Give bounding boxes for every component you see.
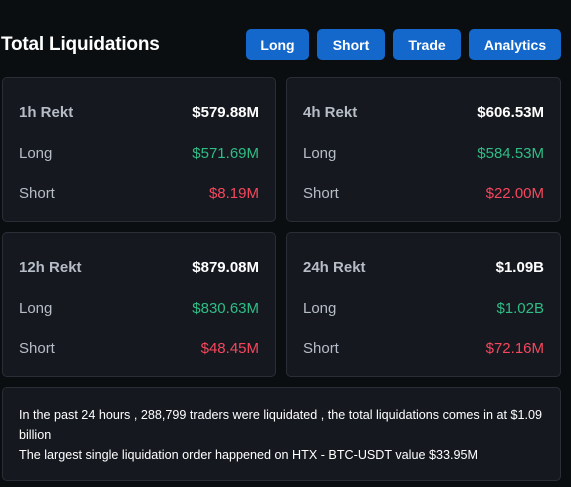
long-row: Long $584.53M [303,142,544,164]
stat-card-12h: 12h Rekt $879.08M Long $830.63M Short $4… [2,232,276,377]
short-button[interactable]: Short [317,29,385,60]
period-label: 1h Rekt [19,103,74,121]
summary-line-2: The largest single liquidation order hap… [19,448,478,462]
long-row: Long $830.63M [19,297,259,319]
stat-card-24h: 24h Rekt $1.09B Long $1.02B Short $72.16… [286,232,561,377]
short-value: $72.16M [485,339,544,357]
trade-button[interactable]: Trade [393,29,461,60]
total-row: 1h Rekt $579.88M [19,101,259,123]
short-label: Short [303,339,339,357]
stat-card-1h: 1h Rekt $579.88M Long $571.69M Short $8.… [2,77,276,222]
summary-panel: In the past 24 hours , 288,799 traders w… [2,387,561,481]
short-label: Short [19,184,55,202]
long-button[interactable]: Long [246,29,309,60]
short-label: Short [19,339,55,357]
total-row: 4h Rekt $606.53M [303,101,544,123]
total-row: 24h Rekt $1.09B [303,256,544,278]
long-label: Long [303,144,337,162]
analytics-button[interactable]: Analytics [469,29,561,60]
long-label: Long [19,144,53,162]
total-value: $606.53M [477,103,544,121]
long-value: $584.53M [477,144,544,162]
period-label: 4h Rekt [303,103,358,121]
short-row: Short $22.00M [303,182,544,204]
long-value: $830.63M [192,299,259,317]
short-value: $22.00M [485,184,544,202]
summary-line-1: In the past 24 hours , 288,799 traders w… [19,408,542,442]
short-label: Short [303,184,339,202]
short-value: $8.19M [208,184,259,202]
long-row: Long $1.02B [303,297,544,319]
stat-card-4h: 4h Rekt $606.53M Long $584.53M Short $22… [286,77,561,222]
page-title: Total Liquidations [1,34,160,55]
short-row: Short $8.19M [19,182,259,204]
long-label: Long [303,299,337,317]
long-label: Long [19,299,53,317]
total-value: $579.88M [192,103,259,121]
total-value: $1.09B [495,258,544,276]
header-bar: Total Liquidations Long Short Trade Anal… [0,28,571,62]
short-row: Short $72.16M [303,337,544,359]
long-value: $1.02B [496,299,544,317]
long-value: $571.69M [192,144,259,162]
period-label: 12h Rekt [19,258,82,276]
short-value: $48.45M [200,339,259,357]
short-row: Short $48.45M [19,337,259,359]
total-row: 12h Rekt $879.08M [19,256,259,278]
total-value: $879.08M [192,258,259,276]
long-row: Long $571.69M [19,142,259,164]
period-label: 24h Rekt [303,258,366,276]
